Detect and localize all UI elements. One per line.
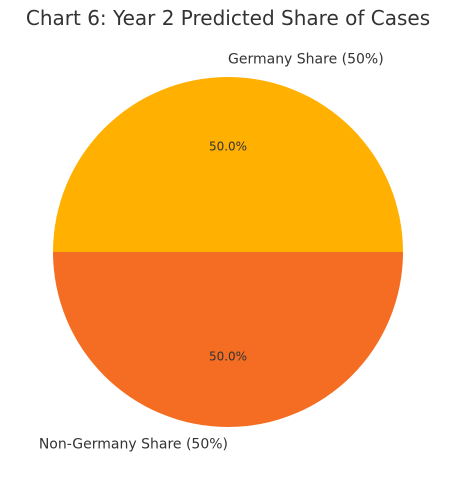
slice-pct-label-1: 50.0% [209, 350, 247, 364]
pie-slice-1 [53, 252, 403, 427]
pie-labels: 50.0% Germany Share (50%) 50.0% Non-Germany… [39, 52, 384, 453]
pie-slice-0 [53, 77, 403, 252]
slice-label-1: Non-Germany Share (50%) [39, 437, 228, 453]
slice-pct-label-0: 50.0% [209, 140, 247, 154]
chart-title: Chart 6: Year 2 Predicted Share of Cases [26, 6, 430, 30]
pie-slices [53, 77, 403, 427]
slice-label-0: Germany Share (50%) [228, 52, 384, 68]
